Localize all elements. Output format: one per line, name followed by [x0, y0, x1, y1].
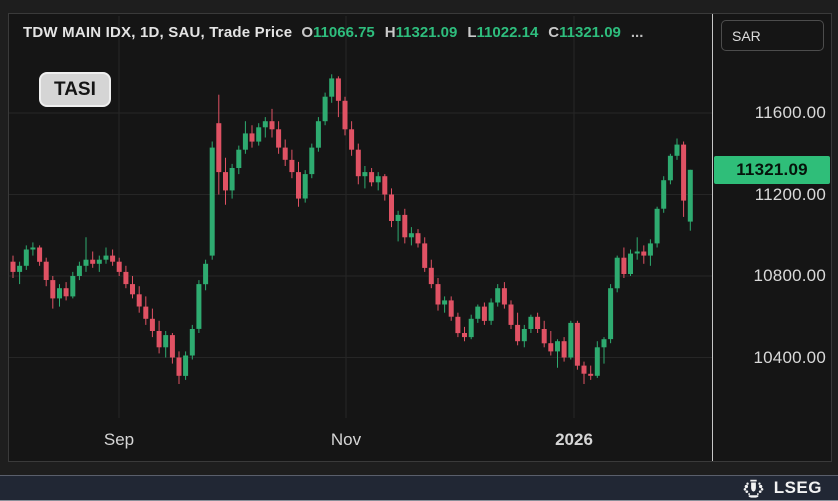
candlestick-chart[interactable] [9, 14, 712, 461]
time-tick-label: Nov [330, 430, 362, 449]
chart-panel: TDW MAIN IDX, 1D, SAU, Trade Price O1106… [8, 13, 832, 462]
price-axis[interactable]: SAR 11321.09 11600.00 11200.00 10800.00 104… [713, 14, 832, 461]
time-tick-label: Sep [103, 430, 135, 449]
price-tick-label: 10800.00 [753, 266, 826, 285]
ohlc-low: L11022.14 [467, 24, 539, 41]
ohlc-readout: O11066.75 H11321.09 L11022.14 C11321.09 … [301, 24, 643, 41]
instrument-badge-tasi[interactable]: TASI [39, 72, 111, 107]
price-tick-label: 11200.00 [754, 184, 826, 204]
price-tick-label: 10400.00 [753, 347, 826, 367]
time-axis[interactable]: Sep Nov 2026 [9, 426, 712, 454]
currency-selector-sar[interactable]: SAR [721, 20, 824, 51]
price-tick-label: 11600.00 [754, 103, 826, 122]
lseg-wordmark: LSEG [773, 478, 822, 497]
ohlc-high: H11321.09 [384, 24, 458, 41]
chart-legend-header: TDW MAIN IDX, 1D, SAU, Trade Price O1106… [23, 24, 643, 41]
instrument-title: TDW MAIN IDX, 1D, SAU, Trade Price [23, 24, 293, 41]
last-price-badge: 11321.09 [714, 155, 830, 184]
ohlc-close: C11321.09 [548, 24, 621, 41]
footer-bar: LSEG [0, 475, 838, 501]
ohlc-open: O11066.75 [301, 24, 375, 41]
lseg-crest-icon [743, 479, 764, 498]
axis-separator-line [712, 14, 713, 461]
ohlc-ellipsis: ... [630, 24, 644, 41]
time-tick-label: 2026 [555, 430, 593, 449]
